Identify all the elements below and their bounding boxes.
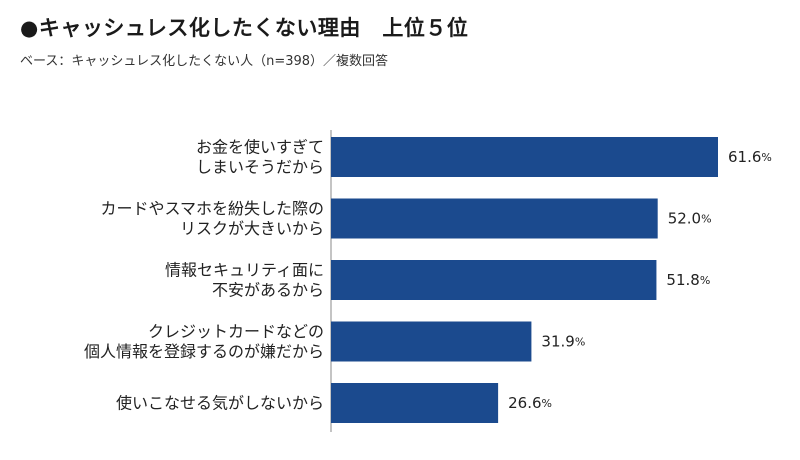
category-label-3-line-1: 個人情報を登録するのが嫌だから	[84, 342, 324, 361]
bar-2	[331, 260, 657, 300]
category-label-3-line-0: クレジットカードなどの	[148, 322, 324, 341]
value-label-4: 26.6%	[508, 394, 552, 412]
value-label-2: 51.8%	[666, 271, 710, 289]
chart-title: ●キャッシュレス化したくない理由 上位５位	[20, 16, 469, 40]
bar-4	[331, 383, 499, 423]
value-label-1: 52.0%	[668, 210, 712, 228]
category-label-4-line-0: 使いこなせる気がしないから	[116, 394, 324, 413]
value-label-0: 61.6%	[728, 148, 772, 166]
bar-0	[331, 137, 718, 177]
value-label-3: 31.9%	[541, 333, 585, 351]
chart-subtitle: ベース：キャッシュレス化したくない人（n=398）／複数回答	[20, 54, 389, 69]
category-label-2-line-1: 不安があるから	[212, 281, 324, 300]
category-label-2-line-0: 情報セキュリティ面に	[165, 261, 324, 280]
bar-3	[331, 321, 532, 362]
bar-1	[331, 198, 658, 239]
category-label-0-line-1: しまいそうだから	[196, 158, 324, 177]
category-label-1-line-1: リスクが大きいから	[180, 219, 324, 238]
category-label-0-line-0: お金を使いすぎて	[196, 138, 324, 157]
category-label-1-line-0: カードやスマホを紛失した際の	[100, 199, 324, 218]
